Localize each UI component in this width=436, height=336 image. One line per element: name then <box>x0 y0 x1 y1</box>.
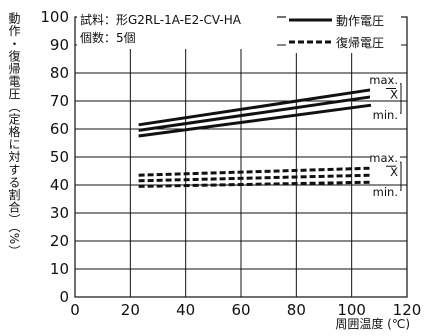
y-tick-label-70: 70 <box>50 92 69 110</box>
y-tick-label-100: 100 <box>40 8 69 26</box>
legend-label-operate: 動作電圧 <box>336 14 384 28</box>
y-axis-label: 動作・復帰電圧（定格に対する割合）（%） <box>7 12 21 258</box>
y-tick-label-50: 50 <box>50 148 69 166</box>
annotation-max: max. <box>369 73 398 87</box>
x-tick-label-20: 20 <box>121 301 140 319</box>
annotation-min: min. <box>373 185 398 199</box>
info-sample: 試料：形G2RL-1A-E2-CV-HA <box>80 12 242 27</box>
annotation-bg <box>370 109 400 122</box>
series-lines <box>138 88 372 188</box>
series-line-operate-min <box>138 103 372 138</box>
series-line-release-X <box>138 173 372 183</box>
series-line-operate-max <box>138 88 372 127</box>
y-tick-label-40: 40 <box>50 176 69 194</box>
grid: 0 10 20 30 40 50 60 70 80 90 100 0 20 40 60 80 100 120 <box>40 8 421 319</box>
y-tick-label-30: 30 <box>50 204 69 222</box>
x-axis-label: 周囲温度 (℃) <box>335 316 410 331</box>
info-count: 個数：5個 <box>80 30 136 45</box>
annotation-bg <box>370 73 400 86</box>
x-tick-label-80: 80 <box>287 301 306 319</box>
y-tick-label-60: 60 <box>50 120 69 138</box>
annotation-bg <box>370 152 400 165</box>
y-tick-label-20: 20 <box>50 232 69 250</box>
annotation-bg <box>370 88 400 101</box>
x-tick-label-60: 60 <box>231 301 250 319</box>
x-tick-label-120: 120 <box>393 301 422 319</box>
y-tick-label-90: 90 <box>50 36 69 54</box>
annotation-bg <box>370 186 400 199</box>
annotation-X: X <box>390 165 398 179</box>
annotation-bg <box>370 166 400 179</box>
info-box-bg <box>77 7 277 49</box>
y-tick-label-10: 10 <box>50 260 69 278</box>
series-line-operate-X <box>138 95 372 132</box>
annotation-min: min. <box>373 108 398 122</box>
series-line-release-min <box>138 180 372 188</box>
annotation-X: X <box>390 88 398 102</box>
y-tick-label-80: 80 <box>50 64 69 82</box>
annotation-max: max. <box>369 151 398 165</box>
series-line-release-max <box>138 166 372 177</box>
legend-label-release: 復帰電圧 <box>336 35 384 50</box>
x-tick-label-100: 100 <box>337 301 366 319</box>
legend-bg <box>286 9 401 53</box>
x-tick-label-40: 40 <box>176 301 195 319</box>
x-tick-label-0: 0 <box>70 301 80 319</box>
y-tick-label-0: 0 <box>59 288 69 306</box>
